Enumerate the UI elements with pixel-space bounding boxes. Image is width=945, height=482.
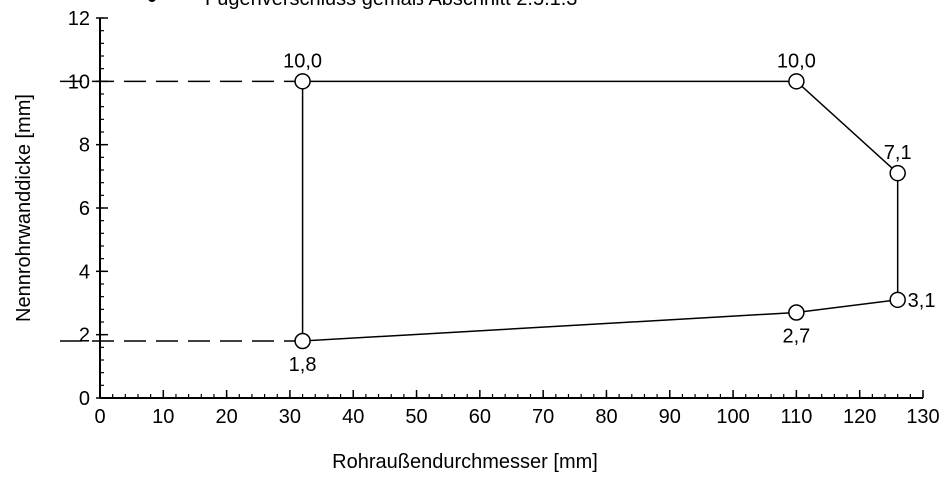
y-tick-label: 12 (68, 8, 90, 30)
x-tick-label: 130 (906, 406, 939, 428)
point (788, 304, 805, 321)
y-axis-label: Nennrohrwanddicke [mm] (13, 94, 35, 322)
data-label: 10,0 (777, 50, 816, 72)
x-tick-label: 10 (152, 406, 174, 428)
x-tick-label: 70 (532, 406, 554, 428)
x-tick-label: 30 (279, 406, 301, 428)
data-label: 1,8 (289, 354, 317, 376)
data-label: 3,1 (908, 290, 936, 312)
x-tick-label: 40 (342, 406, 364, 428)
point (294, 332, 311, 350)
chart-title: Fugenverschluss gemäß Abschnitt 2.5.1.3 (205, 0, 577, 10)
x-tick-label: 110 (780, 406, 812, 428)
x-tick-label: 90 (659, 406, 681, 428)
data-label: 2,7 (782, 326, 810, 348)
data-label: 10,0 (283, 50, 322, 72)
bullet (148, 0, 156, 2)
x-tick-label: 80 (595, 406, 617, 428)
x-axis-label: Rohraußendurchmesser [mm] (332, 451, 598, 473)
outline (301, 80, 899, 342)
y-tick-label: 8 (79, 135, 90, 157)
point (889, 164, 906, 182)
y-tick-label: 10 (68, 71, 90, 93)
point (889, 291, 906, 309)
x-tick-label: 0 (94, 406, 105, 428)
x-tick-label: 120 (843, 406, 876, 428)
x-tick-label: 60 (469, 406, 491, 428)
x-tick-label: 50 (405, 406, 427, 428)
y-tick-label: 0 (79, 388, 90, 410)
x-tick-label: 100 (716, 406, 749, 428)
y-tick-label: 2 (79, 325, 90, 347)
point (788, 73, 805, 90)
y-tick-label: 6 (79, 198, 90, 220)
point (294, 73, 311, 90)
y-tick-label: 4 (79, 261, 90, 283)
x-tick-label: 20 (215, 406, 237, 428)
data-label: 7,1 (884, 142, 912, 164)
